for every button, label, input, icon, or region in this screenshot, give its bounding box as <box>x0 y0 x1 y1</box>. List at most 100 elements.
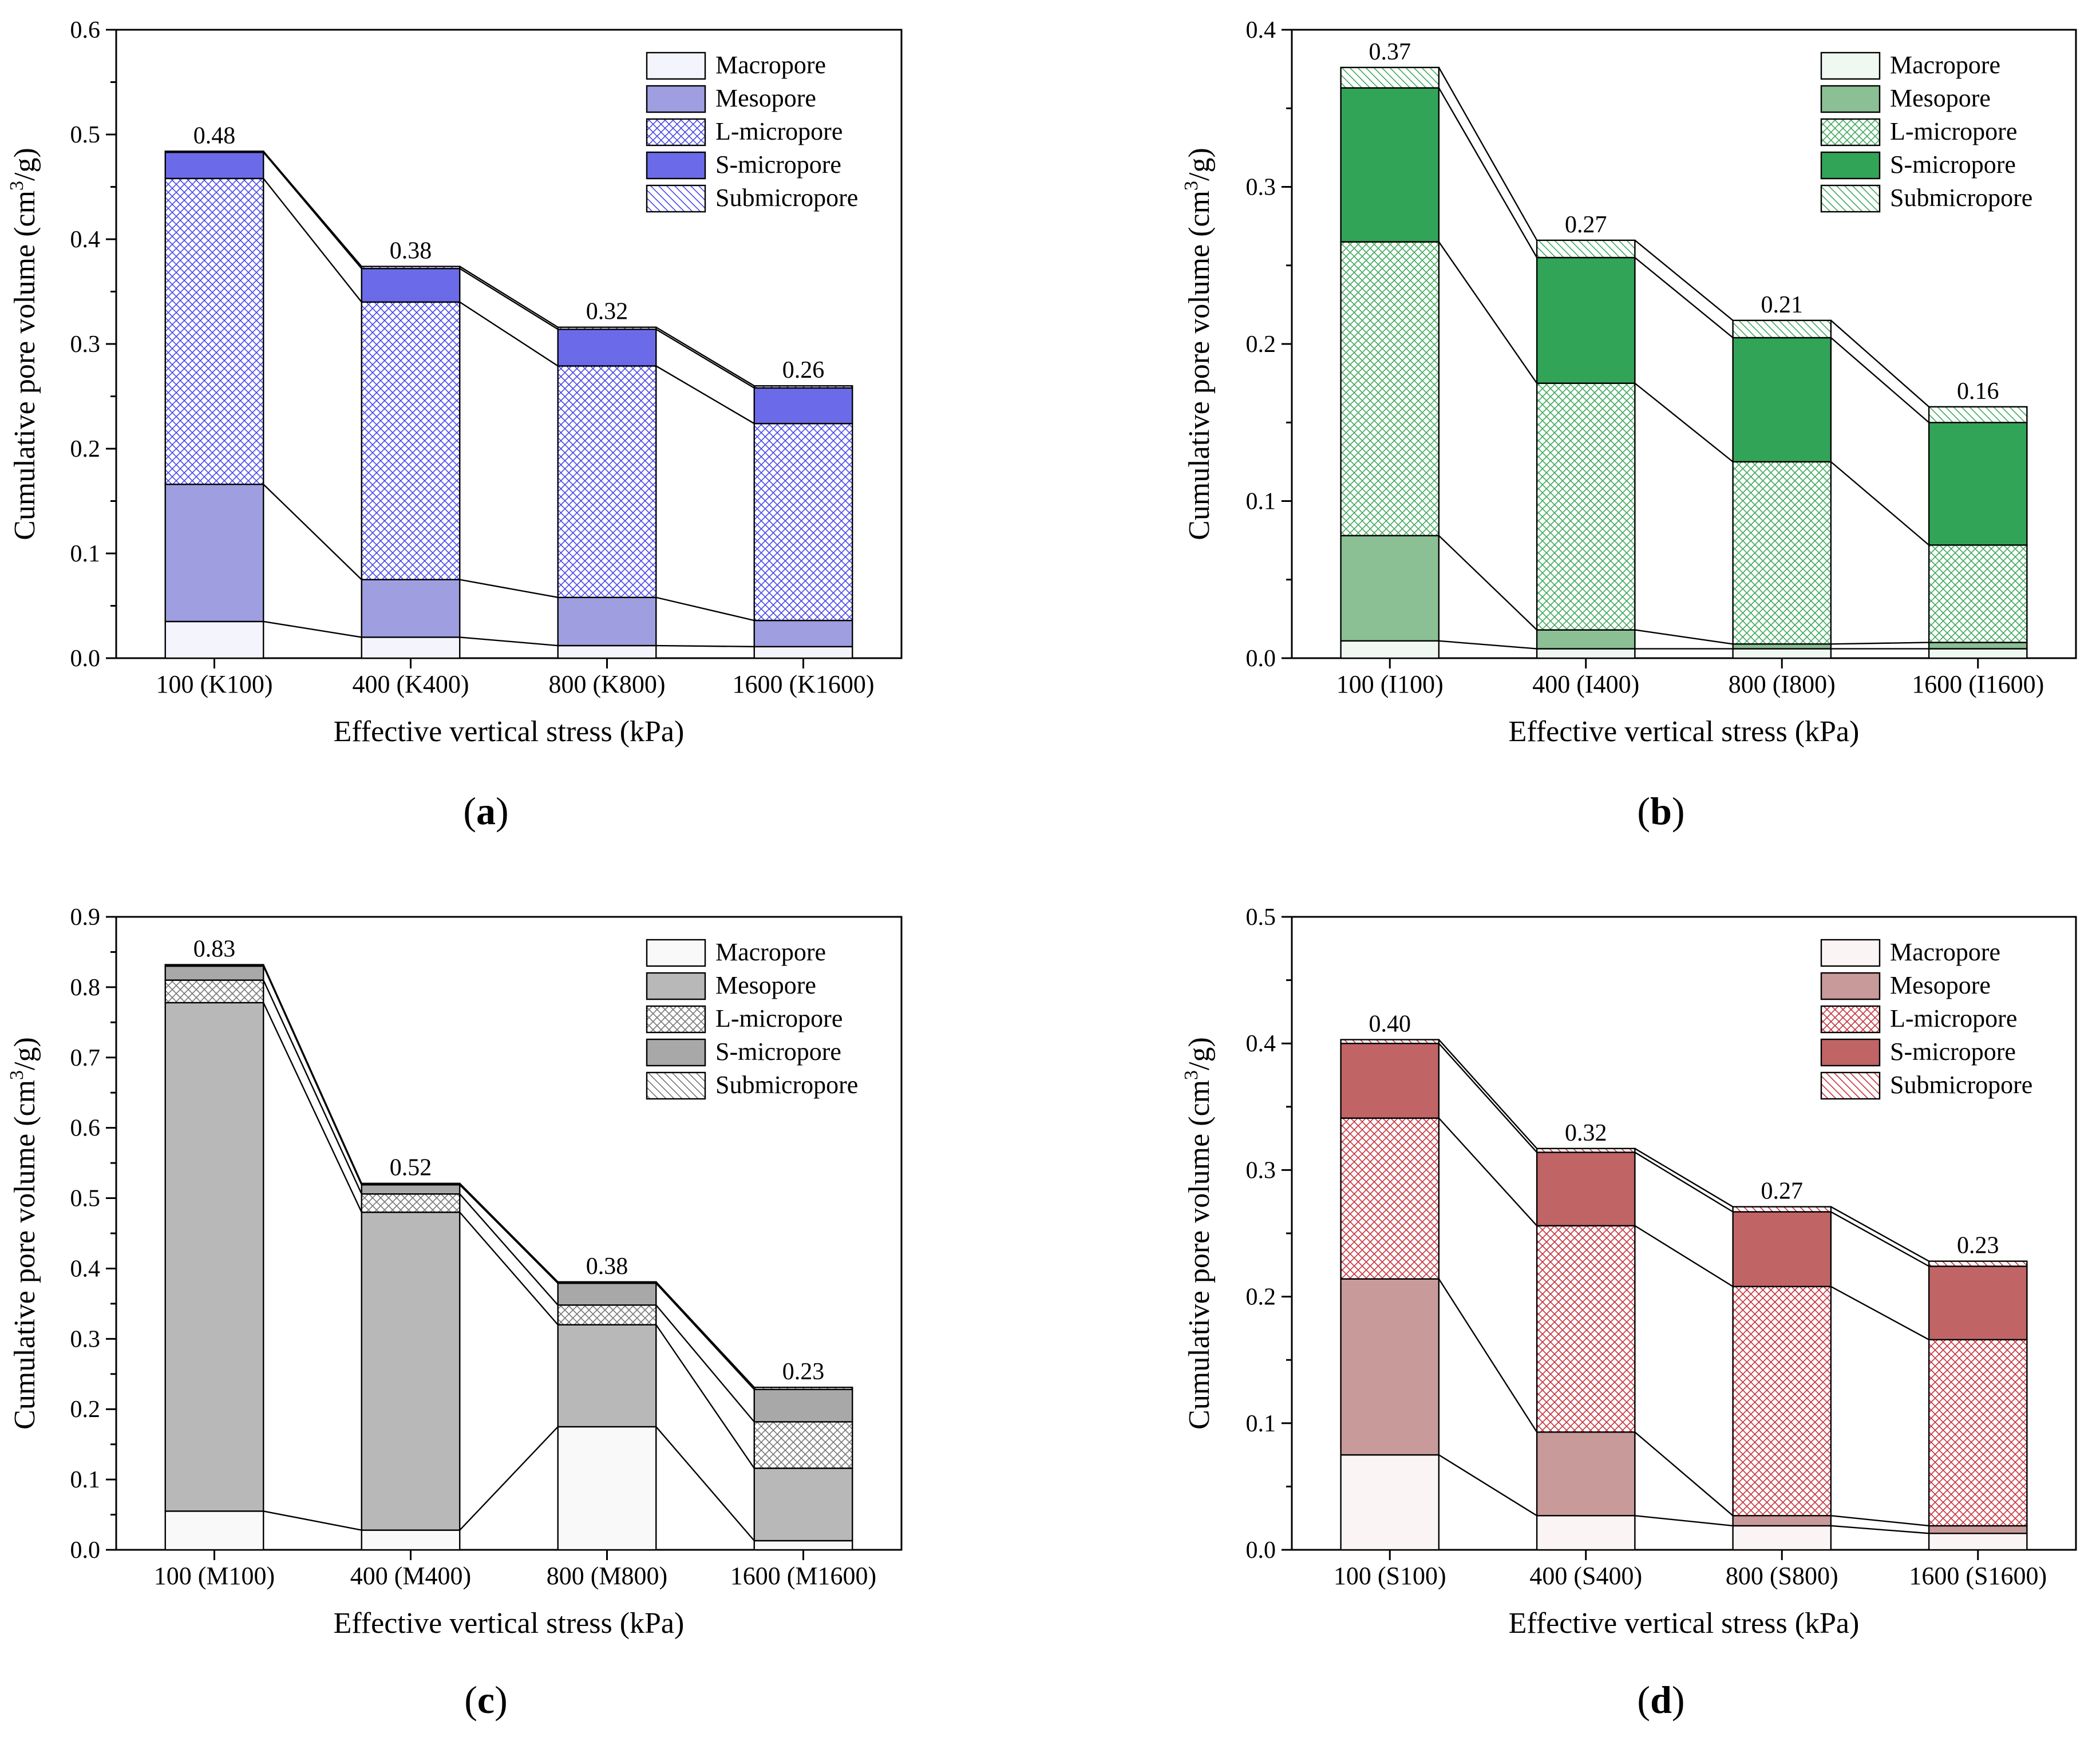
total-label: 0.52 <box>390 1155 432 1181</box>
connector-line <box>1438 1454 1537 1517</box>
y-tick-label: 0.3 <box>70 1326 101 1352</box>
bar-segment-s-micropore <box>1928 422 2028 546</box>
connector-line <box>1830 1525 1929 1534</box>
legend-label: Mesopore <box>1890 971 1991 999</box>
connector-line <box>1830 1285 1929 1340</box>
panel-label: (d) <box>1637 1678 1684 1722</box>
connector-line <box>1635 1515 1733 1527</box>
panel-label: (c) <box>464 1678 508 1722</box>
legend-swatch <box>646 118 706 147</box>
bar-segment-mesopore <box>1732 1515 1832 1527</box>
bar-segment-mesopore <box>557 1324 657 1428</box>
legend-swatch <box>646 52 706 80</box>
connector-line <box>1438 241 1538 384</box>
y-axis-title-main: Cumulative pore volume (cm <box>9 191 41 540</box>
bar-segment-submicropore <box>1536 239 1636 259</box>
connector-line <box>263 980 362 1194</box>
y-tick-label: 0.8 <box>70 975 101 1001</box>
chart-panel-b: 0.0 0.1 0.2 0.3 0.4 100 (I100) 400 (I400) 800 (… <box>1181 17 2077 833</box>
legend-swatch <box>646 1071 706 1100</box>
connector-line <box>263 151 362 267</box>
y-axis-title-main: Cumulative pore volume (cm <box>1183 1080 1216 1430</box>
bar-segment-s-micropore <box>1928 1265 2028 1341</box>
total-label: 0.16 <box>1957 378 1999 405</box>
bar-segment-s-micropore <box>1732 337 1832 463</box>
connector-line <box>1634 239 1734 321</box>
connector-line <box>460 579 558 599</box>
y-tick-label: 0.2 <box>1246 331 1276 358</box>
legend-swatch <box>646 85 706 113</box>
bar-segment-mesopore <box>753 1467 853 1542</box>
legend: Macropore Mesopore L-micropore S-micropore S… <box>1820 51 2032 213</box>
connector-line <box>1830 337 1929 424</box>
bar-segment-macropore <box>753 1540 853 1551</box>
y-tick-label: 0.2 <box>70 436 101 462</box>
legend: Macropore Mesopore L-micropore S-micropore S… <box>646 51 858 213</box>
connector-line <box>1634 1147 1734 1208</box>
legend-label: L-micropore <box>1890 117 2017 145</box>
connector-line <box>1438 1117 1538 1226</box>
x-tick-label: 100 (S100) <box>1334 1562 1446 1590</box>
legend-swatch <box>1820 1005 1881 1034</box>
x-tick-label: 400 (I400) <box>1532 670 1639 698</box>
x-axis-title: Effective vertical stress (kPa) <box>1509 715 1860 748</box>
y-axis-title-end: /g) <box>1183 1037 1216 1070</box>
y-tick-label: 0.7 <box>70 1045 101 1071</box>
y-tick-label: 0.3 <box>1246 1157 1276 1184</box>
bar-segment-l-micropore <box>753 1421 853 1469</box>
connector-line <box>655 329 755 389</box>
total-label: 0.26 <box>782 357 825 383</box>
x-axis-title: Effective vertical stress (kPa) <box>1509 1607 1860 1640</box>
panel-letter: d <box>1650 1678 1672 1722</box>
legend-swatch <box>1820 1038 1881 1067</box>
y-axis-title-superscript: 3 <box>1181 1070 1202 1080</box>
bar-segment-l-micropore <box>361 301 461 580</box>
legend-swatch <box>1820 85 1881 113</box>
connector-line <box>263 1002 362 1213</box>
y-tick-label: 0.5 <box>70 122 101 148</box>
connector-line <box>1830 319 1929 407</box>
bar-segment-l-micropore <box>1732 1285 1832 1517</box>
bar-segment-macropore <box>557 644 657 659</box>
legend-label: Submicropore <box>715 184 858 212</box>
bar-segment-submicropore <box>1340 66 1440 89</box>
legend-label: L-micropore <box>1890 1004 2017 1032</box>
connector-line <box>1634 257 1734 338</box>
y-tick-label: 0.1 <box>1246 489 1276 515</box>
bar-segment-l-micropore <box>557 365 657 599</box>
bar-segment-macropore <box>164 620 264 659</box>
y-axis-title-superscript: 3 <box>6 1070 27 1080</box>
bar-segment-l-micropore <box>1732 461 1832 645</box>
y-axis-title-superscript: 3 <box>1181 181 1202 191</box>
connector-line <box>1438 87 1538 258</box>
bar-segment-s-micropore <box>557 329 657 367</box>
connector-line <box>460 636 558 647</box>
y-tick-label: 0.0 <box>70 646 101 672</box>
bar-segment-macropore <box>753 646 853 659</box>
y-axis-title-superscript: 3 <box>6 181 27 191</box>
legend-label: Mesopore <box>715 971 816 999</box>
total-label: 0.32 <box>1565 1120 1607 1146</box>
bar-segment-mesopore <box>1732 643 1832 650</box>
x-tick-label: 800 (S800) <box>1726 1562 1838 1590</box>
connector-line <box>655 326 755 387</box>
legend-label: Submicropore <box>1890 1071 2032 1099</box>
y-tick-label: 0.1 <box>70 1467 101 1493</box>
connector-line <box>1438 67 1538 241</box>
connector-line <box>459 1212 559 1325</box>
y-tick-label: 0.4 <box>70 1256 101 1282</box>
bar-segment-mesopore <box>1340 535 1440 642</box>
total-label: 0.23 <box>782 1359 825 1385</box>
connector-line <box>1830 642 1929 645</box>
y-tick-label: 0.1 <box>1246 1411 1276 1437</box>
connector-line <box>1438 640 1537 650</box>
total-label: 0.32 <box>586 299 628 325</box>
chart-panel-a: 0.0 0.1 0.2 0.3 0.4 0.5 0.6 100 (K100) 400 (K400… <box>6 17 903 833</box>
y-tick-label: 0.2 <box>1246 1284 1276 1311</box>
panel-letter: b <box>1650 789 1672 833</box>
bar-segment-macropore <box>361 1529 461 1551</box>
legend-swatch <box>1820 939 1881 967</box>
legend-label: L-micropore <box>715 1004 843 1032</box>
connector-line <box>1830 1206 1929 1262</box>
